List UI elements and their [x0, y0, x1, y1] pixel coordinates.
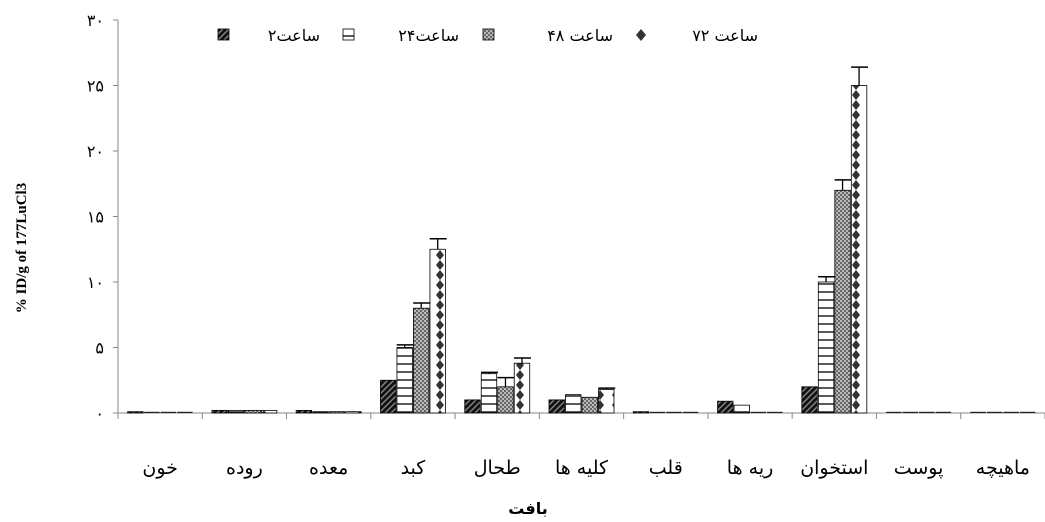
legend-swatch [342, 28, 355, 41]
bar [834, 189, 851, 414]
category-label: طحال [474, 457, 521, 479]
y-tick-label: ۵ [95, 339, 104, 358]
bar [632, 411, 650, 414]
bar [649, 411, 666, 413]
category-label: معده [309, 457, 348, 479]
legend-item: ساعت۲۴ [342, 26, 459, 45]
bar [127, 411, 144, 414]
category-label: استخوان [800, 457, 868, 479]
bar [581, 396, 598, 414]
bar [1003, 411, 1019, 413]
category-label: روده [226, 457, 263, 479]
bar [513, 362, 531, 414]
legend-item: ساعت ۴۸ [482, 26, 613, 45]
bar [328, 411, 346, 414]
y-tick-label: ۰ [95, 404, 104, 423]
bar [548, 399, 565, 414]
bar [935, 411, 952, 413]
legend-label: ساعت۲ [268, 26, 320, 45]
bar [261, 409, 278, 414]
y-tick-label: ۱۵ [87, 208, 104, 227]
category-label: کبد [401, 457, 427, 479]
category-labels: خون روده معده کبد طحال کلیه ها قلب ریه ها استخوا… [142, 457, 1030, 479]
category-label: قلب [649, 457, 683, 479]
bar [986, 411, 1003, 413]
category-label: ریه ها [727, 457, 774, 479]
bar [970, 411, 986, 413]
y-axis-ticks: ۰ ۵ ۱۰ ۱۵ ۲۰ ۲۵ ۳۰ [87, 11, 118, 423]
bar [312, 411, 329, 414]
legend-label: ساعت۲۴ [398, 26, 459, 45]
legend-label: ساعت ۴۸ [547, 26, 613, 45]
bar [750, 411, 767, 413]
bar [1019, 411, 1036, 413]
bar [228, 409, 245, 414]
bar [396, 347, 413, 414]
legend-label: ساعت ۷۲ [692, 26, 758, 45]
bar [413, 307, 430, 414]
legend-swatch [482, 28, 495, 41]
bar [666, 411, 682, 413]
bar [801, 386, 818, 414]
bar [211, 409, 228, 414]
bar [464, 399, 481, 414]
bar [480, 373, 498, 414]
error-bars [396, 66, 869, 390]
legend-swatch [636, 29, 646, 41]
bar [817, 281, 835, 414]
bar [767, 411, 783, 413]
legend-swatch [217, 28, 230, 41]
bar [902, 411, 919, 413]
y-tick-label: ۱۰ [87, 273, 104, 292]
bar [380, 379, 397, 414]
bar [598, 389, 615, 414]
category-label: ماهیچه [976, 457, 1030, 479]
category-label: پوست [894, 457, 944, 479]
bar [682, 411, 699, 413]
bar [565, 394, 582, 414]
bar [144, 411, 160, 413]
bar [919, 411, 935, 413]
bar [886, 411, 902, 413]
bar [177, 411, 193, 413]
bar [160, 411, 177, 413]
bar [429, 248, 446, 414]
y-tick-label: ۲۰ [87, 142, 104, 161]
bar [244, 409, 261, 414]
bars [127, 85, 1036, 414]
x-axis-label: بافت [508, 499, 547, 518]
bar [345, 411, 362, 414]
legend: ساعت۲ ساعت۲۴ ساعت ۴۸ ساعت ۷۲ [217, 26, 758, 45]
y-tick-label: ۳۰ [87, 11, 104, 30]
bar [295, 409, 313, 414]
bar [717, 400, 734, 414]
category-label: خون [142, 457, 178, 479]
y-tick-label: ۲۵ [87, 77, 104, 96]
bar [733, 404, 750, 414]
axes [117, 20, 1045, 419]
legend-item: ساعت۲ [217, 26, 320, 45]
y-axis-label: % ID/g of 177LuCl3 [14, 183, 30, 313]
bar [850, 85, 868, 414]
category-label: کلیه ها [555, 457, 609, 479]
bar [497, 386, 514, 414]
legend-item: ساعت ۷۲ [636, 26, 758, 45]
